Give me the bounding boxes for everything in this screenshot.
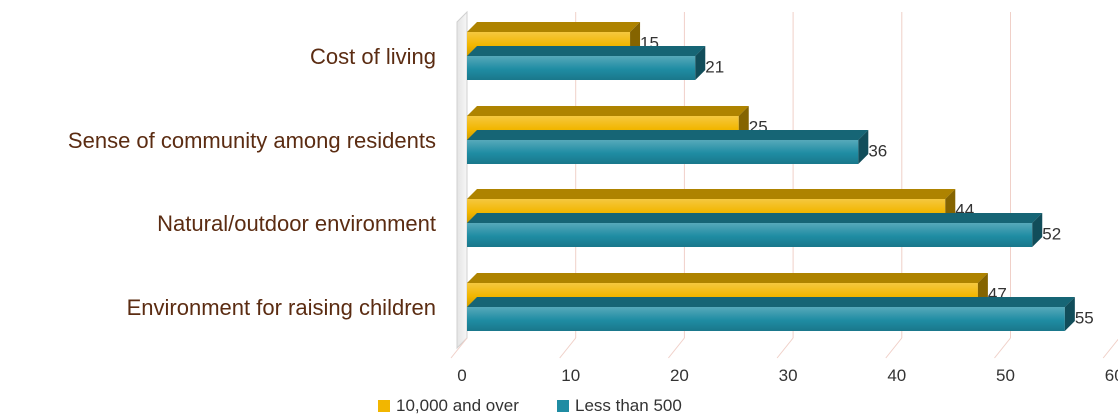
bar-under-500: [467, 223, 1033, 247]
x-tick-label: 60: [1105, 366, 1118, 385]
x-tick-label: 50: [996, 366, 1015, 385]
gridline-floor: [450, 337, 468, 359]
gridline-floor: [885, 337, 903, 359]
bar-top-face: [467, 130, 869, 140]
bar-under-500: [467, 307, 1065, 331]
category-label: Cost of living: [310, 44, 436, 69]
category-label: Natural/outdoor environment: [157, 211, 436, 236]
legend-swatch: [378, 400, 390, 412]
bar-top-face: [467, 213, 1043, 223]
gridline-floor: [776, 337, 794, 359]
bar-under-500: [467, 56, 696, 80]
bar-end-face: [858, 130, 869, 164]
legend-swatch: [557, 400, 569, 412]
x-tick-label: 0: [457, 366, 466, 385]
data-label: 21: [705, 57, 724, 76]
gridline-floor: [559, 337, 577, 359]
legend-label: 10,000 and over: [396, 396, 519, 415]
bar-under-500: [467, 140, 859, 164]
bar-top-face: [467, 46, 706, 56]
x-tick-label: 40: [887, 366, 906, 385]
bar-top-face: [467, 22, 641, 32]
bar-top-face: [467, 189, 956, 199]
bar-top-face: [467, 297, 1075, 307]
bar-top-face: [467, 106, 749, 116]
gridline-floor: [994, 337, 1011, 359]
data-label: 36: [868, 141, 887, 160]
x-tick-label: 30: [779, 366, 798, 385]
x-tick-label: 10: [561, 366, 580, 385]
data-label: 52: [1042, 224, 1061, 243]
side-wall: [456, 10, 468, 350]
data-label: 55: [1075, 308, 1094, 327]
bar-end-face: [695, 46, 706, 80]
bar-top-face: [467, 273, 988, 283]
gridline-floor: [1102, 338, 1118, 359]
x-tick-label: 20: [670, 366, 689, 385]
gridline-floor: [668, 337, 685, 359]
category-label: Sense of community among residents: [68, 128, 436, 153]
category-label: Environment for raising children: [127, 295, 436, 320]
bar-end-face: [1032, 213, 1043, 247]
bar-end-face: [1064, 297, 1075, 331]
legend-label: Less than 500: [575, 396, 682, 415]
